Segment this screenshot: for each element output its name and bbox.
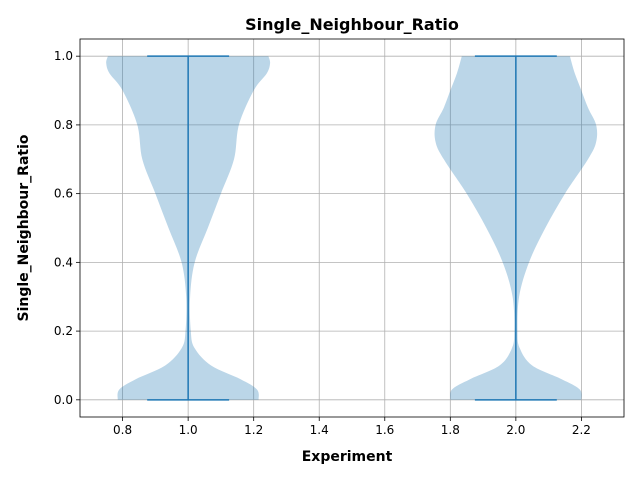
x-tick-label: 2.2 <box>572 423 591 437</box>
y-tick-label: 0.0 <box>54 393 73 407</box>
y-tick-label: 0.2 <box>54 324 73 338</box>
x-tick-label: 1.8 <box>441 423 460 437</box>
y-tick-label: 0.6 <box>54 187 73 201</box>
x-tick-label: 0.8 <box>113 423 132 437</box>
y-tick-label: 1.0 <box>54 49 73 63</box>
ticks: 0.8 1.0 1.2 1.4 1.6 1.8 2.0 2.2 0.0 0.2 0.4 0.6 0.8 1… <box>54 49 591 437</box>
plot-frame <box>79 38 625 418</box>
y-tick-label: 0.4 <box>54 255 73 269</box>
violins <box>106 55 598 401</box>
y-tick-label: 0.8 <box>54 118 73 132</box>
chart-title: Single_Neighbour_Ratio <box>245 15 459 34</box>
y-axis-label: Single_Neighbour_Ratio <box>16 134 32 321</box>
x-tick-label: 1.6 <box>375 423 394 437</box>
x-tick-label: 1.2 <box>244 423 263 437</box>
x-axis-label: Experiment <box>302 449 393 465</box>
x-tick-label: 2.0 <box>506 423 525 437</box>
x-tick-label: 1.0 <box>179 423 198 437</box>
x-tick-label: 1.4 <box>310 423 329 437</box>
